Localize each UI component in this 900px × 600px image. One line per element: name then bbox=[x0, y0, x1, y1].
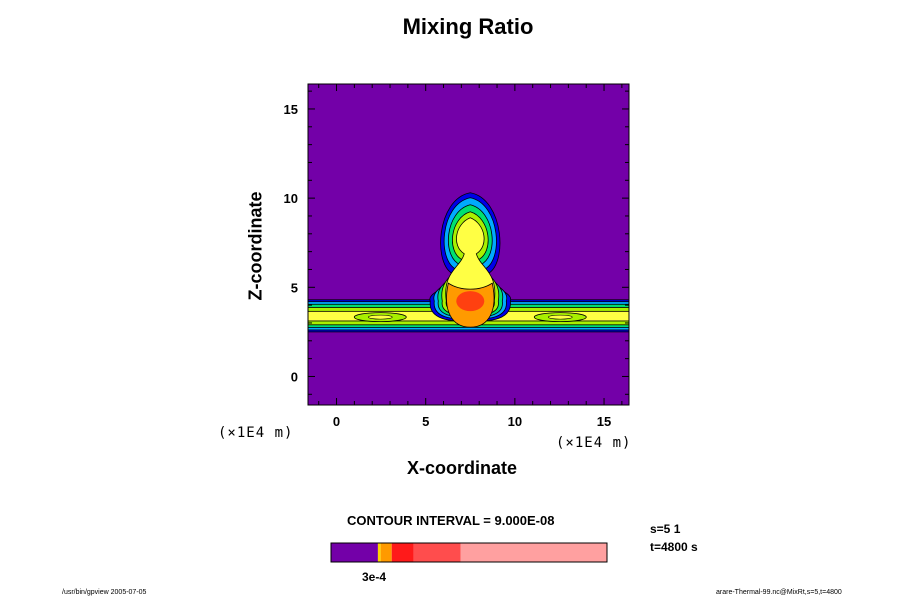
colorbar-frame bbox=[330, 542, 608, 563]
side-lens-core-0 bbox=[367, 314, 393, 320]
y-tick-label-1: 5 bbox=[291, 280, 298, 295]
info-s-line: s=5 1 bbox=[650, 522, 681, 536]
chart-title: Mixing Ratio bbox=[402, 14, 534, 39]
side-lens-core-1 bbox=[547, 314, 573, 320]
y-tick-label-3: 15 bbox=[284, 102, 298, 117]
plot-frame bbox=[307, 83, 630, 406]
footer-right: arare-Thermal-99.nc@MixRt,s=5,t=4800 bbox=[716, 589, 842, 596]
contour-group bbox=[308, 192, 629, 333]
x-tick-label-2: 10 bbox=[508, 414, 522, 429]
x-tick-label-3: 15 bbox=[597, 414, 611, 429]
colorbar-label: 3e-4 bbox=[362, 570, 387, 584]
colorbar-segment-2 bbox=[380, 543, 392, 562]
info-t-line: t=4800 s bbox=[650, 540, 698, 554]
colorbar-segment-3 bbox=[391, 543, 414, 562]
x-tick-label-1: 5 bbox=[422, 414, 429, 429]
x-axis-label: X-coordinate bbox=[407, 458, 518, 478]
colorbar-segment-4 bbox=[413, 543, 461, 562]
x-unit-label: (×1E4 m) bbox=[556, 435, 632, 451]
y-tick-label-0: 0 bbox=[291, 369, 298, 384]
y-tick-label-2: 10 bbox=[284, 191, 298, 206]
x-tick-label-0: 0 bbox=[333, 414, 340, 429]
colorbar-segment-5 bbox=[460, 543, 607, 562]
contour-interval-text: CONTOUR INTERVAL = 9.000E-08 bbox=[347, 513, 555, 528]
y-axis-label: Z-coordinate bbox=[245, 191, 266, 301]
colorbar-segment-0 bbox=[331, 543, 378, 562]
plume-core-red bbox=[456, 291, 485, 312]
colorbar-segment-1 bbox=[377, 543, 381, 562]
y-unit-label: (×1E4 m) bbox=[218, 425, 294, 441]
footer-left: /usr/bin/gpview 2005-07-05 bbox=[62, 589, 147, 596]
